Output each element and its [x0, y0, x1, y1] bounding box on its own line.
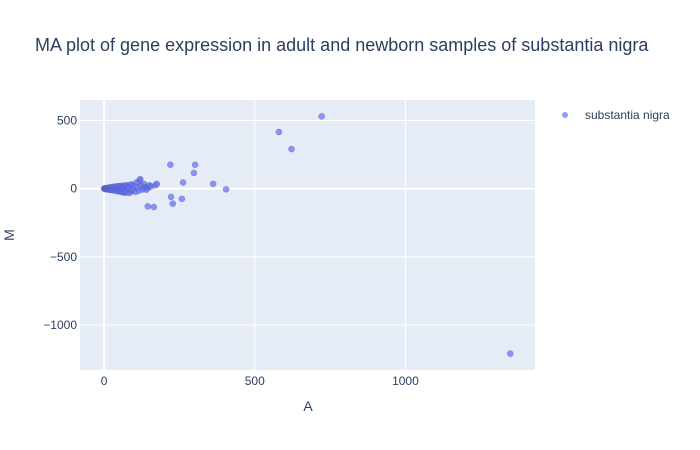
data-point[interactable] [507, 350, 514, 357]
data-point[interactable] [222, 186, 230, 193]
x-tick-labels: 0 500 1000 [101, 374, 419, 388]
gridlines [80, 100, 535, 370]
data-point[interactable] [318, 113, 325, 120]
scatter-points [100, 113, 514, 357]
chart-title: MA plot of gene expression in adult and … [35, 35, 649, 55]
data-point[interactable] [179, 179, 187, 186]
y-tick-label: −1000 [43, 318, 77, 332]
data-point[interactable] [153, 180, 161, 188]
data-point[interactable] [288, 145, 295, 153]
x-tick-label: 0 [101, 374, 108, 388]
y-tick-labels: 500 0 −500 −1000 [43, 113, 77, 332]
data-point[interactable] [150, 203, 158, 211]
legend-label: substantia nigra [585, 108, 670, 122]
x-axis-label: A [303, 398, 313, 414]
data-point[interactable] [178, 195, 186, 203]
data-point[interactable] [169, 200, 177, 207]
y-axis-label: M [1, 229, 17, 241]
x-tick-label: 1000 [392, 374, 419, 388]
legend-marker [562, 112, 568, 118]
data-point[interactable] [209, 180, 217, 188]
data-point[interactable] [137, 175, 144, 183]
plot-area [80, 100, 535, 370]
y-tick-label: 500 [57, 113, 77, 127]
data-point[interactable] [167, 193, 175, 201]
data-point[interactable] [191, 161, 199, 169]
y-tick-label: −500 [50, 250, 77, 264]
y-tick-label: 0 [70, 182, 77, 196]
x-tick-label: 500 [245, 374, 265, 388]
legend[interactable]: substantia nigra [562, 108, 670, 122]
data-point[interactable] [144, 203, 152, 210]
data-point[interactable] [275, 128, 283, 136]
data-point[interactable] [190, 169, 198, 177]
data-point[interactable] [167, 161, 174, 169]
